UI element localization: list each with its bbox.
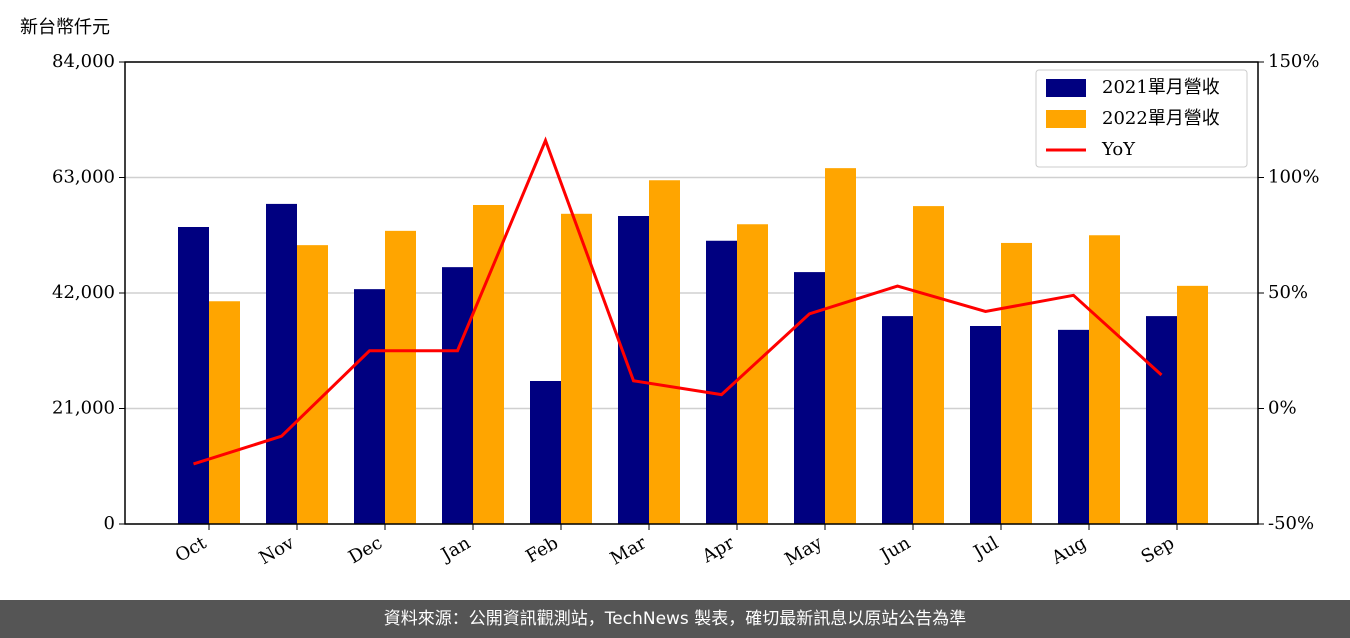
bar	[1001, 242, 1032, 524]
y2-tick-label: 150%	[1268, 51, 1319, 72]
plot-frame	[124, 61, 1259, 525]
legend-swatch	[1046, 79, 1086, 97]
x-tick-label: Nov	[256, 532, 299, 569]
bar	[266, 203, 297, 524]
x-tick-label: Jul	[968, 532, 1002, 564]
bar	[970, 326, 1001, 524]
bar	[618, 216, 649, 524]
x-tick-label: Oct	[172, 532, 211, 567]
x-tick-label: Sep	[1138, 532, 1178, 567]
y-tick-label: 0	[104, 513, 115, 534]
bar	[706, 240, 737, 524]
bar	[649, 180, 680, 524]
y2-tick-label: 50%	[1268, 282, 1308, 303]
chart: 新台幣仟元 0 21,000 42,000 63,000 84,000 -50% 0% 50%…	[20, 17, 1319, 570]
bar	[1177, 285, 1208, 524]
legend-label: YoY	[1101, 139, 1136, 160]
legend-box	[1035, 69, 1248, 168]
y2-tick-label: -50%	[1268, 513, 1314, 534]
footer: 資料來源：公開資訊觀測站，TechNews 製表，確切最新訊息以原站公告為準	[0, 600, 1350, 638]
bar	[1058, 329, 1089, 524]
bar	[178, 227, 209, 524]
bar	[561, 213, 592, 525]
bar	[354, 289, 385, 524]
x-tick-label: Mar	[607, 532, 651, 569]
bar	[1146, 316, 1177, 524]
x-tick-label: Jun	[875, 532, 914, 567]
bar	[825, 168, 856, 524]
bar	[385, 230, 416, 524]
x-tick-label: Dec	[345, 532, 386, 568]
y-tick-label: 63,000	[52, 167, 115, 188]
legend-label: 2022單月營收	[1102, 108, 1220, 129]
x-tick-label: Jan	[436, 532, 474, 566]
bar	[913, 206, 944, 524]
y2-tick-label: 100%	[1268, 167, 1319, 188]
line	[193, 136, 1163, 466]
y-tick-label: 42,000	[52, 282, 115, 303]
legend-label: 2021單月營收	[1102, 77, 1220, 98]
bar	[1089, 235, 1120, 524]
bar	[442, 267, 473, 524]
bar	[473, 205, 504, 524]
y-axis-title: 新台幣仟元	[20, 17, 110, 38]
x-tick-label: May	[781, 532, 826, 570]
bar	[297, 245, 328, 524]
y-tick-label: 84,000	[52, 51, 115, 72]
bar	[882, 316, 913, 524]
bar	[209, 301, 240, 524]
x-tick-label: Aug	[1047, 532, 1090, 569]
legend-swatch	[1046, 110, 1086, 128]
bar	[530, 381, 561, 524]
y-tick-label: 21,000	[52, 398, 115, 419]
x-tick-label: Feb	[522, 532, 562, 567]
y2-tick-label: 0%	[1268, 398, 1297, 419]
x-tick-label: Apr	[698, 532, 738, 567]
